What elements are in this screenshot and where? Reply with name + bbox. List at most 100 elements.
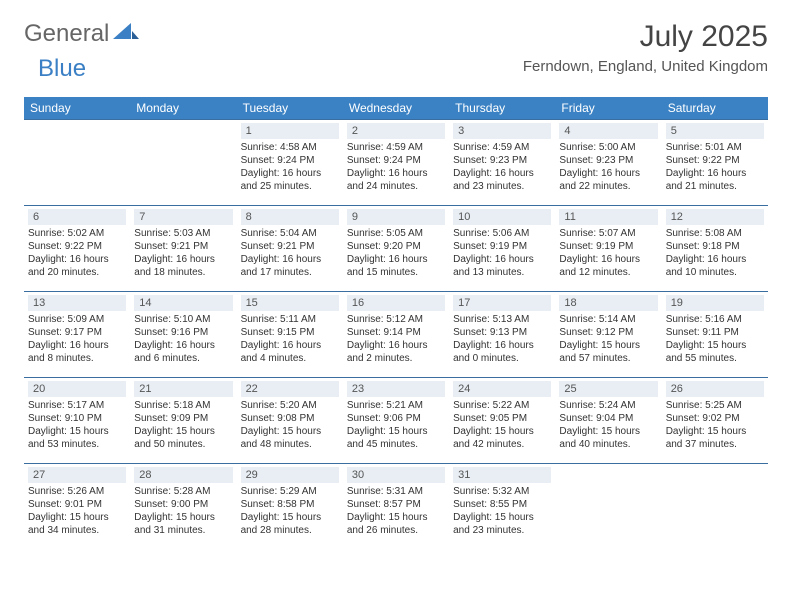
dow-header: Thursday <box>449 97 555 120</box>
day-cell: 27Sunrise: 5:26 AMSunset: 9:01 PMDayligh… <box>24 464 130 550</box>
day-data: Sunrise: 5:13 AMSunset: 9:13 PMDaylight:… <box>453 313 551 365</box>
day-number: 24 <box>453 381 551 397</box>
sunset-line: Sunset: 9:02 PM <box>666 412 764 425</box>
calendar-table: SundayMondayTuesdayWednesdayThursdayFrid… <box>24 97 768 550</box>
day-data: Sunrise: 5:14 AMSunset: 9:12 PMDaylight:… <box>559 313 657 365</box>
daylight-line: Daylight: 15 hours and 26 minutes. <box>347 511 445 537</box>
sunrise-line: Sunrise: 5:07 AM <box>559 227 657 240</box>
sunset-line: Sunset: 9:24 PM <box>241 154 339 167</box>
day-number: 8 <box>241 209 339 225</box>
sunset-line: Sunset: 9:19 PM <box>559 240 657 253</box>
day-cell: 9Sunrise: 5:05 AMSunset: 9:20 PMDaylight… <box>343 206 449 292</box>
daylight-line: Daylight: 16 hours and 10 minutes. <box>666 253 764 279</box>
sunrise-line: Sunrise: 5:11 AM <box>241 313 339 326</box>
daylight-line: Daylight: 16 hours and 13 minutes. <box>453 253 551 279</box>
sunset-line: Sunset: 8:58 PM <box>241 498 339 511</box>
day-cell: 28Sunrise: 5:28 AMSunset: 9:00 PMDayligh… <box>130 464 236 550</box>
day-data: Sunrise: 5:25 AMSunset: 9:02 PMDaylight:… <box>666 399 764 451</box>
day-cell: 20Sunrise: 5:17 AMSunset: 9:10 PMDayligh… <box>24 378 130 464</box>
day-data: Sunrise: 5:26 AMSunset: 9:01 PMDaylight:… <box>28 485 126 537</box>
day-cell: 8 Sunrise: 5:04 AMSunset: 9:21 PMDaylight… <box>237 206 343 292</box>
day-data: Sunrise: 5:11 AMSunset: 9:15 PMDaylight:… <box>241 313 339 365</box>
sunset-line: Sunset: 9:21 PM <box>241 240 339 253</box>
day-cell: 26 Sunrise: 5:25 AMSunset: 9:02 PMDayligh… <box>662 378 768 464</box>
dow-header: Wednesday <box>343 97 449 120</box>
day-data: Sunrise: 4:59 AMSunset: 9:23 PMDaylight:… <box>453 141 551 193</box>
daylight-line: Daylight: 15 hours and 31 minutes. <box>134 511 232 537</box>
day-number: 23 <box>347 381 445 397</box>
day-data: Sunrise: 5:01 AMSunset: 9:22 PMDaylight:… <box>666 141 764 193</box>
dow-row: SundayMondayTuesdayWednesdayThursdayFrid… <box>24 97 768 120</box>
sunrise-line: Sunrise: 5:25 AM <box>666 399 764 412</box>
sunrise-line: Sunrise: 5:03 AM <box>134 227 232 240</box>
daylight-line: Daylight: 16 hours and 20 minutes. <box>28 253 126 279</box>
sunrise-line: Sunrise: 5:05 AM <box>347 227 445 240</box>
day-cell: 16Sunrise: 5:12 AMSunset: 9:14 PMDayligh… <box>343 292 449 378</box>
day-number: 30 <box>347 467 445 483</box>
day-cell: 31Sunrise: 5:32 AMSunset: 8:55 PMDayligh… <box>449 464 555 550</box>
sunset-line: Sunset: 9:13 PM <box>453 326 551 339</box>
sunset-line: Sunset: 9:12 PM <box>559 326 657 339</box>
sunrise-line: Sunrise: 5:18 AM <box>134 399 232 412</box>
daylight-line: Daylight: 15 hours and 42 minutes. <box>453 425 551 451</box>
day-number: 18 <box>559 295 657 311</box>
sunset-line: Sunset: 9:22 PM <box>28 240 126 253</box>
sunrise-line: Sunrise: 5:17 AM <box>28 399 126 412</box>
day-data: Sunrise: 5:03 AMSunset: 9:21 PMDaylight:… <box>134 227 232 279</box>
sunrise-line: Sunrise: 5:12 AM <box>347 313 445 326</box>
sunset-line: Sunset: 9:18 PM <box>666 240 764 253</box>
day-data: Sunrise: 5:31 AMSunset: 8:57 PMDaylight:… <box>347 485 445 537</box>
day-cell: 22Sunrise: 5:20 AMSunset: 9:08 PMDayligh… <box>237 378 343 464</box>
daylight-line: Daylight: 15 hours and 34 minutes. <box>28 511 126 537</box>
day-cell: 6Sunrise: 5:02 AMSunset: 9:22 PMDaylight… <box>24 206 130 292</box>
sunset-line: Sunset: 9:16 PM <box>134 326 232 339</box>
day-data: Sunrise: 5:08 AMSunset: 9:18 PMDaylight:… <box>666 227 764 279</box>
sunset-line: Sunset: 9:23 PM <box>559 154 657 167</box>
sunrise-line: Sunrise: 5:32 AM <box>453 485 551 498</box>
day-cell: 5Sunrise: 5:01 AMSunset: 9:22 PMDaylight… <box>662 120 768 206</box>
day-data: Sunrise: 5:17 AMSunset: 9:10 PMDaylight:… <box>28 399 126 451</box>
daylight-line: Daylight: 15 hours and 48 minutes. <box>241 425 339 451</box>
dow-header: Sunday <box>24 97 130 120</box>
day-data: Sunrise: 5:06 AMSunset: 9:19 PMDaylight:… <box>453 227 551 279</box>
day-cell: 11Sunrise: 5:07 AMSunset: 9:19 PMDayligh… <box>555 206 661 292</box>
day-number: 26 <box>666 381 764 397</box>
day-cell: 1Sunrise: 4:58 AMSunset: 9:24 PMDaylight… <box>237 120 343 206</box>
day-cell: 29Sunrise: 5:29 AMSunset: 8:58 PMDayligh… <box>237 464 343 550</box>
day-data: Sunrise: 5:22 AMSunset: 9:05 PMDaylight:… <box>453 399 551 451</box>
sunset-line: Sunset: 9:04 PM <box>559 412 657 425</box>
day-data: Sunrise: 5:02 AMSunset: 9:22 PMDaylight:… <box>28 227 126 279</box>
daylight-line: Daylight: 15 hours and 40 minutes. <box>559 425 657 451</box>
week-row: 1Sunrise: 4:58 AMSunset: 9:24 PMDaylight… <box>24 120 768 206</box>
day-cell: 24 Sunrise: 5:22 AMSunset: 9:05 PMDayligh… <box>449 378 555 464</box>
daylight-line: Daylight: 15 hours and 57 minutes. <box>559 339 657 365</box>
day-number: 31 <box>453 467 551 483</box>
day-number: 4 <box>559 123 657 139</box>
day-cell: 17Sunrise: 5:13 AMSunset: 9:13 PMDayligh… <box>449 292 555 378</box>
day-cell: 21Sunrise: 5:18 AMSunset: 9:09 PMDayligh… <box>130 378 236 464</box>
day-cell: 23Sunrise: 5:21 AMSunset: 9:06 PMDayligh… <box>343 378 449 464</box>
day-cell: 3Sunrise: 4:59 AMSunset: 9:23 PMDaylight… <box>449 120 555 206</box>
day-cell: 30 Sunrise: 5:31 AMSunset: 8:57 PMDayligh… <box>343 464 449 550</box>
week-row: 27Sunrise: 5:26 AMSunset: 9:01 PMDayligh… <box>24 464 768 550</box>
sunrise-line: Sunrise: 5:20 AM <box>241 399 339 412</box>
dow-header: Friday <box>555 97 661 120</box>
sunrise-line: Sunrise: 5:00 AM <box>559 141 657 154</box>
daylight-line: Daylight: 15 hours and 55 minutes. <box>666 339 764 365</box>
logo: General <box>24 20 139 48</box>
daylight-line: Daylight: 16 hours and 8 minutes. <box>28 339 126 365</box>
sunrise-line: Sunrise: 5:01 AM <box>666 141 764 154</box>
sunset-line: Sunset: 9:15 PM <box>241 326 339 339</box>
day-number: 19 <box>666 295 764 311</box>
sunrise-line: Sunrise: 5:06 AM <box>453 227 551 240</box>
daylight-line: Daylight: 15 hours and 28 minutes. <box>241 511 339 537</box>
day-cell: 25Sunrise: 5:24 AMSunset: 9:04 PMDayligh… <box>555 378 661 464</box>
day-number: 7 <box>134 209 232 225</box>
day-data: Sunrise: 5:00 AMSunset: 9:23 PMDaylight:… <box>559 141 657 193</box>
daylight-line: Daylight: 16 hours and 18 minutes. <box>134 253 232 279</box>
day-number: 1 <box>241 123 339 139</box>
day-data: Sunrise: 5:12 AMSunset: 9:14 PMDaylight:… <box>347 313 445 365</box>
day-data: Sunrise: 5:04 AMSunset: 9:21 PMDaylight:… <box>241 227 339 279</box>
day-data: Sunrise: 4:59 AMSunset: 9:24 PMDaylight:… <box>347 141 445 193</box>
sunrise-line: Sunrise: 5:31 AM <box>347 485 445 498</box>
